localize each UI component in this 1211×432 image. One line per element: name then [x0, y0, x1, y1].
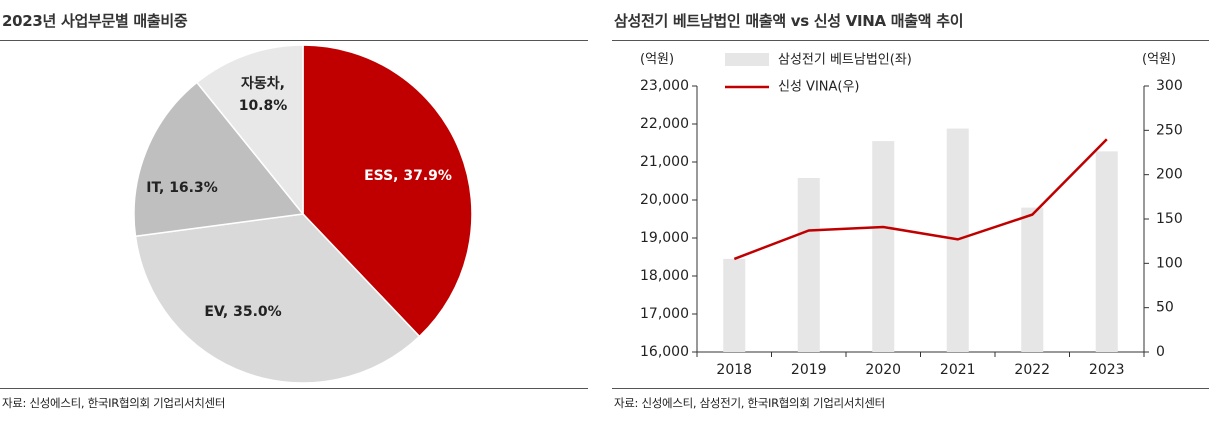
pie-label-IT: IT, 16.3%	[146, 180, 218, 196]
legend-bar-label: 삼성전기 베트남법인(좌)	[778, 53, 912, 68]
source-rule	[612, 388, 1209, 389]
pie-slice-EV	[134, 213, 421, 384]
left-axis-unit: (억원)	[640, 52, 674, 67]
left-tick-label: 21,000	[640, 154, 689, 170]
x-tick-label: 2018	[716, 362, 752, 378]
right-tick-label: 100	[1156, 255, 1183, 271]
left-tick-label: 19,000	[640, 230, 689, 246]
legend-line-label: 신성 VINA(우)	[778, 80, 860, 95]
pie-slice-ESS	[302, 44, 473, 338]
pie-label-EV: EV, 35.0%	[204, 304, 281, 320]
combo-chart: (억원) (억원) 16,000 17,000 18,000 19,000 20,000 21…	[640, 52, 1183, 378]
left-tick-label: 18,000	[640, 268, 689, 284]
source-note: 자료: 신성에스티, 한국IR협의회 기업리서치센터	[2, 396, 226, 410]
left-panel: 2023년 사업부문별 매출비중 ESS, 37.9% EV, 35.0% IT, …	[0, 0, 588, 432]
x-tick-label: 2021	[940, 362, 976, 378]
right-axis-unit: (억원)	[1142, 52, 1176, 67]
left-tick-label: 23,000	[640, 78, 689, 94]
right-tick-label: 150	[1156, 211, 1183, 227]
pie-chart: ESS, 37.9% EV, 35.0% IT, 16.3% 자동차, 10.8%	[133, 44, 473, 384]
title-rule	[612, 40, 1209, 41]
x-tick-label: 2022	[1014, 362, 1050, 378]
bar-2020	[872, 141, 895, 352]
x-tick-label: 2023	[1089, 362, 1125, 378]
left-tick-label: 22,000	[640, 116, 689, 132]
bar-2023	[1095, 151, 1118, 352]
combo-chart-title: 삼성전기 베트남법인 매출액 vs 신성 VINA 매출액 추이	[614, 12, 964, 30]
left-tick-label: 20,000	[640, 192, 689, 208]
right-panel: 삼성전기 베트남법인 매출액 vs 신성 VINA 매출액 추이 (억원) (억원…	[612, 0, 1209, 432]
pie-chart-title: 2023년 사업부문별 매출비중	[2, 12, 188, 30]
pie-label-자동차: 자동차, 10.8%	[239, 76, 288, 114]
left-tick-label: 17,000	[640, 306, 689, 322]
x-tick-label: 2019	[791, 362, 827, 378]
source-note: 자료: 신성에스티, 삼성전기, 한국IR협의회 기업리서치센터	[614, 396, 885, 410]
pie-label-ESS: ESS, 37.9%	[364, 168, 452, 184]
right-tick-label: 250	[1156, 122, 1183, 138]
pie-slice-자동차	[195, 44, 304, 217]
bar-2019	[797, 177, 820, 352]
title-rule	[0, 40, 588, 41]
left-tick-label: 16,000	[640, 344, 689, 360]
source-rule	[0, 388, 588, 389]
right-tick-label: 0	[1156, 344, 1165, 360]
bar-2022	[1021, 207, 1044, 352]
right-tick-label: 300	[1156, 78, 1183, 94]
right-tick-label: 200	[1156, 167, 1183, 183]
pie-slice-IT	[133, 81, 305, 238]
bar-2018	[723, 258, 746, 352]
line-series-vina	[733, 138, 1108, 261]
x-tick-label: 2020	[865, 362, 901, 378]
legend-bar-swatch	[725, 53, 769, 66]
right-tick-label: 50	[1156, 300, 1174, 316]
